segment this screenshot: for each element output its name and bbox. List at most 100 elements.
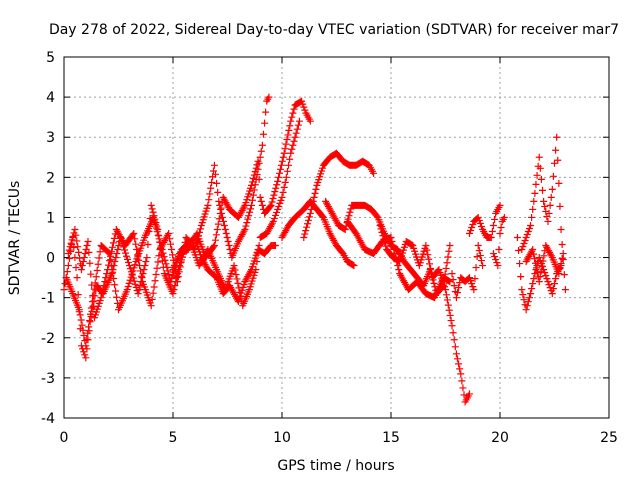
data-point bbox=[247, 201, 255, 209]
data-point bbox=[103, 270, 111, 278]
data-point bbox=[282, 173, 290, 181]
data-point bbox=[230, 262, 238, 270]
data-point bbox=[114, 246, 122, 254]
data-point bbox=[247, 181, 255, 189]
data-point bbox=[137, 267, 145, 275]
data-point bbox=[66, 243, 74, 251]
data-point bbox=[153, 264, 161, 272]
data-point bbox=[294, 121, 302, 129]
data-point bbox=[280, 183, 288, 191]
data-point bbox=[153, 228, 161, 236]
data-point bbox=[559, 250, 567, 258]
data-point bbox=[131, 261, 139, 269]
data-point bbox=[80, 348, 88, 356]
data-point bbox=[83, 335, 91, 343]
x-tick-label: 20 bbox=[491, 430, 509, 446]
data-point bbox=[529, 246, 537, 254]
data-point bbox=[544, 217, 552, 225]
data-point bbox=[105, 261, 113, 269]
data-point bbox=[270, 191, 278, 199]
data-point bbox=[152, 224, 160, 232]
data-point bbox=[160, 253, 168, 261]
y-tick-label: 0 bbox=[46, 251, 55, 267]
data-point bbox=[152, 270, 160, 278]
series-s12 bbox=[489, 213, 508, 270]
data-point bbox=[159, 249, 167, 257]
data-point bbox=[469, 220, 477, 228]
data-point bbox=[61, 280, 69, 288]
data-point bbox=[255, 242, 263, 250]
data-point bbox=[166, 235, 174, 243]
data-point bbox=[388, 238, 396, 246]
data-point bbox=[174, 273, 182, 281]
data-point bbox=[106, 250, 114, 258]
data-point bbox=[223, 234, 231, 241]
data-point bbox=[81, 250, 89, 258]
data-point bbox=[173, 278, 181, 286]
data-point bbox=[79, 326, 87, 334]
data-point bbox=[147, 201, 155, 209]
data-point bbox=[84, 238, 92, 246]
data-point bbox=[552, 275, 560, 283]
data-point bbox=[212, 170, 220, 178]
data-point bbox=[74, 291, 82, 299]
data-point bbox=[150, 283, 158, 291]
data-point bbox=[129, 231, 137, 239]
data-point bbox=[219, 213, 227, 221]
x-tick-label: 25 bbox=[600, 430, 618, 446]
data-point bbox=[341, 225, 349, 233]
series-s10 bbox=[448, 242, 487, 302]
data-point bbox=[81, 351, 89, 359]
data-point bbox=[279, 188, 287, 196]
data-point bbox=[528, 285, 536, 293]
data-point bbox=[65, 255, 73, 263]
data-point bbox=[528, 213, 536, 221]
data-point bbox=[516, 260, 524, 268]
data-point bbox=[136, 262, 144, 270]
data-point bbox=[86, 317, 94, 325]
data-point bbox=[307, 205, 315, 213]
data-point bbox=[265, 93, 273, 101]
data-point bbox=[279, 153, 287, 161]
data-point bbox=[539, 186, 547, 194]
data-point bbox=[97, 294, 105, 302]
data-point bbox=[124, 258, 132, 266]
data-point bbox=[163, 263, 171, 271]
data-point bbox=[442, 291, 450, 299]
data-point bbox=[138, 272, 146, 280]
data-point bbox=[500, 213, 508, 221]
series-s4 bbox=[169, 117, 303, 310]
data-point bbox=[255, 175, 263, 183]
data-point bbox=[559, 256, 567, 264]
data-point bbox=[68, 236, 76, 244]
y-tick-label: -1 bbox=[41, 291, 55, 307]
data-point bbox=[158, 246, 166, 254]
data-point bbox=[529, 280, 537, 288]
data-point bbox=[449, 276, 457, 284]
data-point bbox=[286, 122, 294, 130]
data-point bbox=[234, 279, 242, 287]
data-point bbox=[242, 222, 250, 230]
data-point bbox=[558, 241, 566, 249]
data-point bbox=[171, 282, 179, 290]
data-point bbox=[167, 278, 175, 286]
data-point bbox=[88, 298, 96, 306]
data-point bbox=[213, 179, 221, 187]
data-point bbox=[204, 201, 212, 209]
data-point bbox=[517, 273, 525, 281]
data-point bbox=[280, 149, 288, 157]
data-point bbox=[122, 252, 130, 260]
data-point bbox=[300, 103, 308, 111]
data-point bbox=[87, 304, 95, 312]
data-point bbox=[154, 231, 162, 239]
data-point bbox=[513, 234, 521, 241]
data-point bbox=[285, 161, 293, 169]
series-s6 bbox=[300, 149, 378, 241]
data-point bbox=[85, 248, 93, 256]
data-point bbox=[496, 229, 504, 237]
data-point bbox=[107, 256, 115, 264]
data-point bbox=[214, 188, 222, 196]
data-point bbox=[74, 243, 82, 251]
data-point bbox=[132, 240, 140, 248]
data-point bbox=[220, 221, 228, 229]
